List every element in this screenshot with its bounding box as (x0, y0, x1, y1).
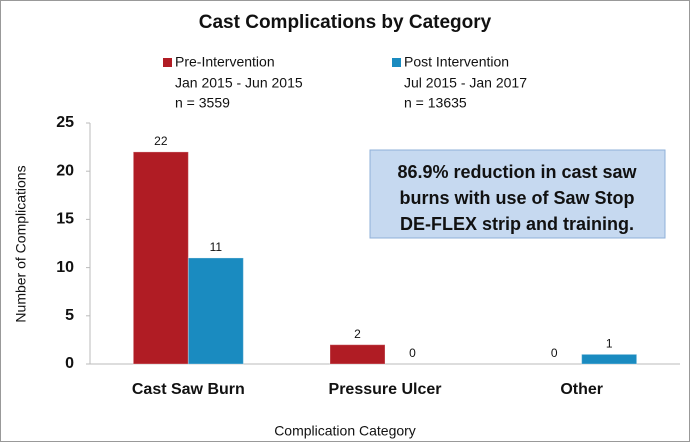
data-label: 11 (210, 240, 223, 254)
legend-label: Post Intervention (404, 54, 509, 70)
bar (329, 344, 386, 365)
data-label: 0 (409, 346, 416, 360)
legend-swatch (163, 58, 172, 67)
data-label: 2 (354, 327, 361, 341)
x-tick-label: Cast Saw Burn (132, 381, 245, 398)
legend-label: Pre-Intervention (175, 54, 275, 70)
x-tick-label: Pressure Ulcer (329, 381, 442, 398)
y-axis-title: Number of Complications (13, 165, 29, 322)
bar (581, 353, 638, 365)
annotation-text: 86.9% reduction in cast saw (397, 162, 637, 182)
legend-sample: n = 13635 (404, 95, 467, 111)
x-axis-title: Complication Category (274, 423, 416, 439)
annotation-text: DE-FLEX strip and training. (400, 214, 634, 234)
legend-period: Jul 2015 - Jan 2017 (404, 75, 527, 91)
annotation-text: burns with use of Saw Stop (399, 188, 634, 208)
bar (187, 257, 244, 365)
chart-title: Cast Complications by Category (199, 12, 492, 33)
data-label: 1 (606, 337, 613, 351)
legend-sample: n = 3559 (175, 95, 230, 111)
legend-period: Jan 2015 - Jun 2015 (175, 75, 303, 91)
data-label: 0 (551, 346, 558, 360)
bar (132, 151, 189, 365)
y-tick-label: 25 (56, 114, 74, 131)
y-tick-label: 10 (56, 259, 74, 276)
data-label: 22 (154, 134, 168, 148)
y-tick-label: 15 (56, 211, 74, 228)
annotation-box (369, 149, 666, 239)
legend-swatch (392, 58, 401, 67)
y-tick-label: 5 (65, 307, 74, 324)
y-tick-label: 20 (56, 162, 74, 179)
y-tick-label: 0 (65, 355, 74, 372)
x-tick-label: Other (560, 381, 603, 398)
